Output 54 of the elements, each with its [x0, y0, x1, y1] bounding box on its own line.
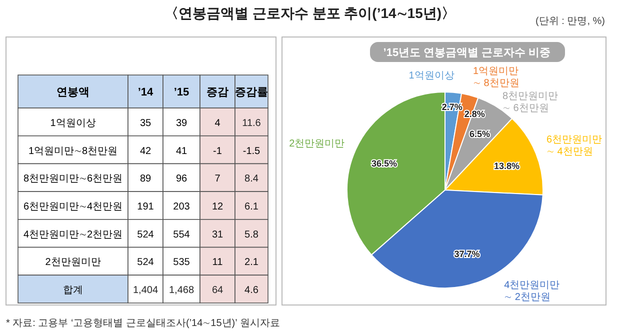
text: * 자료: 고용부 ‘고용형태별 근로실태조사(’14∼15년)’ 원시자료 [6, 318, 280, 329]
text: 〈연봉금액별 근로자수 분포 추이(’14∼15년)〉 [164, 5, 456, 21]
y-tick-label: 1억원이상 [50, 118, 96, 129]
data-label: 1,404 [132, 285, 158, 296]
data-label: 4.6 [244, 285, 259, 296]
slice-label: 6천만원미만 ∼ 4천만원 [546, 134, 602, 158]
data-label: 36.5% [372, 158, 398, 169]
slice-label: 1억원미만 ∼ 8천만원 [473, 66, 520, 89]
data-label: -1 [213, 146, 222, 157]
y-tick-label: 4천만원미만∼2천만원 [23, 229, 123, 240]
data-label: 203 [173, 202, 190, 212]
slice-label: 4천만원미만 ∼ 2천만원 [504, 280, 560, 303]
x-tick-label: 증감 [206, 86, 228, 98]
data-label: 12 [212, 202, 224, 212]
data-label: 31 [212, 229, 224, 240]
chart-subtitle: (단위 : 만명, %) [536, 16, 605, 27]
slice-label: 2천만원미만 [289, 138, 345, 150]
data-label: 2.1 [244, 257, 259, 268]
data-label: 41 [176, 146, 188, 157]
y-tick-label: 합계 [63, 285, 83, 296]
x-tick-label: 증감률 [235, 86, 268, 98]
data-label: -1.5 [242, 146, 261, 157]
data-label: 13.8% [494, 161, 520, 172]
data-label: 35 [140, 118, 152, 129]
data-label: 524 [137, 229, 154, 240]
data-label: 554 [173, 229, 190, 240]
data-label: 37.7% [454, 248, 480, 259]
y-axis-title: 연봉액 [56, 86, 90, 98]
y-tick-label: 1억원미만∼8천만원 [28, 146, 118, 157]
data-label: 6.5% [470, 129, 490, 140]
y-tick-label: 8천만원미만∼6천만원 [23, 174, 123, 185]
data-label: 4 [214, 118, 221, 129]
data-label: 7 [214, 174, 221, 185]
data-label: 8.4 [244, 174, 259, 185]
data-label: 6.1 [244, 202, 259, 212]
y-tick-label: 6천만원미만∼4천만원 [23, 202, 123, 212]
data-label: 42 [140, 146, 152, 157]
data-label: 5.8 [244, 229, 259, 240]
data-label: 191 [137, 202, 154, 212]
data-label: 89 [140, 174, 152, 185]
slice-label: 8천만원미만 ∼ 6천만원 [502, 91, 558, 114]
data-label: 39 [176, 118, 188, 129]
data-label: 524 [137, 257, 154, 268]
slice-label: 1억원이상 [408, 70, 454, 82]
x-tick-label: ’14 [138, 86, 154, 98]
x-tick-label: ’15 [174, 86, 190, 98]
data-label: 96 [176, 174, 188, 185]
data-label: 1,468 [168, 285, 194, 296]
data-label: 535 [173, 257, 190, 268]
chart-title: ’15년도 연봉금액별 근로자수 비중 [383, 47, 551, 59]
data-label: 11.6 [242, 118, 262, 129]
data-label: 64 [212, 285, 224, 296]
y-tick-label: 2천만원미만 [45, 257, 101, 268]
data-label: 11 [212, 257, 224, 268]
